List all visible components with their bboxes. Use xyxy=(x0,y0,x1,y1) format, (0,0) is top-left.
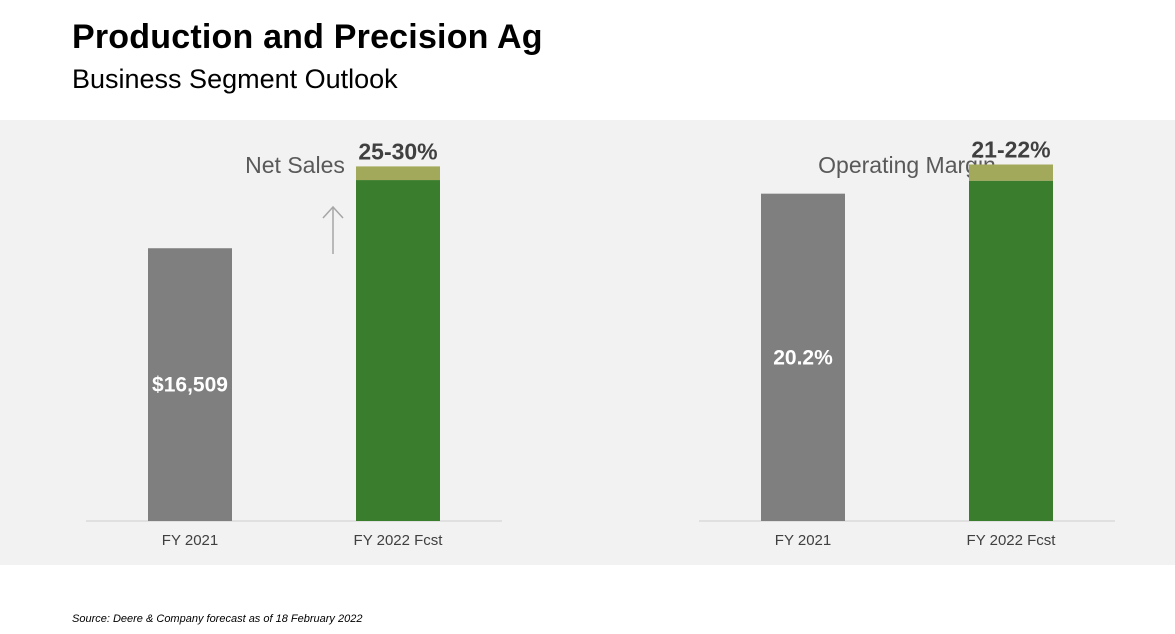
net-sales-bar-fy2022-fcst xyxy=(356,180,440,522)
net-sales-value-label-fy2021: $16,509 xyxy=(152,374,228,397)
charts-area: Net Sales $16,509 25-30% FY 2021 FY 2022… xyxy=(86,136,1115,549)
operating-margin-tick-fy2022-fcst: FY 2022 Fcst xyxy=(967,532,1057,549)
operating-margin-chart: Operating Margin 20.2% 21-22% FY 2021 FY… xyxy=(699,136,1115,549)
operating-margin-bar-fy2021 xyxy=(761,193,845,521)
net-sales-tick-fy2022-fcst: FY 2022 Fcst xyxy=(354,532,444,549)
operating-margin-range-fy2022-fcst xyxy=(969,164,1053,181)
operating-margin-tick-fy2021: FY 2021 xyxy=(775,532,831,549)
operating-margin-value-label-fy2021: 20.2% xyxy=(773,346,833,369)
page-title: Production and Precision Ag xyxy=(72,18,543,56)
page-subtitle: Business Segment Outlook xyxy=(72,64,398,94)
operating-margin-title: Operating Margin xyxy=(818,152,996,178)
net-sales-bar-fy2021 xyxy=(148,248,232,521)
net-sales-chart: Net Sales $16,509 25-30% FY 2021 FY 2022… xyxy=(86,138,502,549)
up-arrow-icon xyxy=(322,205,344,254)
net-sales-tick-fy2021: FY 2021 xyxy=(162,532,218,549)
operating-margin-bar-fy2022-fcst xyxy=(969,180,1053,522)
net-sales-title: Net Sales xyxy=(245,152,345,178)
source-note: Source: Deere & Company forecast as of 1… xyxy=(72,613,363,625)
operating-margin-forecast-label: 21-22% xyxy=(971,136,1050,162)
net-sales-forecast-label: 25-30% xyxy=(358,138,437,164)
net-sales-range-fy2022-fcst xyxy=(356,166,440,181)
